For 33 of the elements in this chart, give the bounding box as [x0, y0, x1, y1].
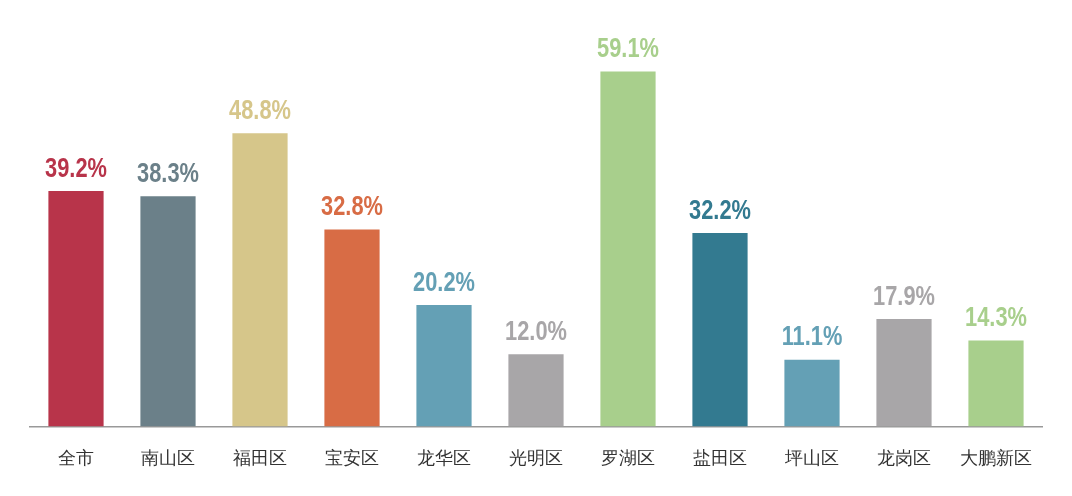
bar — [968, 340, 1024, 427]
data-label: 38.3% — [137, 156, 199, 188]
data-label: 32.2% — [689, 193, 751, 225]
bar — [600, 71, 656, 427]
x-tick-label: 全市 — [58, 446, 94, 468]
bar — [324, 229, 380, 427]
x-tick-label: 宝安区 — [325, 446, 379, 468]
x-tick-label: 盐田区 — [693, 446, 747, 468]
data-label: 39.2% — [45, 151, 107, 183]
data-label: 11.1% — [781, 319, 843, 352]
data-label: 14.3% — [965, 300, 1027, 332]
data-label: 12.0% — [505, 314, 567, 346]
data-label: 59.1% — [597, 31, 659, 63]
x-tick-label: 罗湖区 — [601, 446, 655, 468]
bar — [140, 196, 196, 427]
x-tick-label: 福田区 — [233, 446, 287, 468]
bar — [784, 359, 840, 427]
bar — [416, 305, 472, 427]
x-tick-label: 龙华区 — [417, 446, 471, 468]
x-tick-label: 南山区 — [141, 446, 195, 468]
x-tick-label: 龙岗区 — [877, 446, 931, 468]
bar — [508, 354, 564, 427]
bar — [48, 190, 104, 427]
bar — [692, 232, 748, 427]
x-tick-label: 大鹏新区 — [960, 446, 1032, 468]
x-tick-label: 光明区 — [509, 446, 563, 468]
data-label: 48.8% — [229, 93, 291, 125]
x-tick-label: 坪山区 — [784, 446, 839, 468]
data-label: 20.2% — [413, 265, 475, 297]
data-label: 17.9% — [873, 278, 935, 311]
data-label: 32.8% — [321, 189, 383, 221]
bar — [232, 133, 288, 427]
bar — [876, 318, 932, 427]
